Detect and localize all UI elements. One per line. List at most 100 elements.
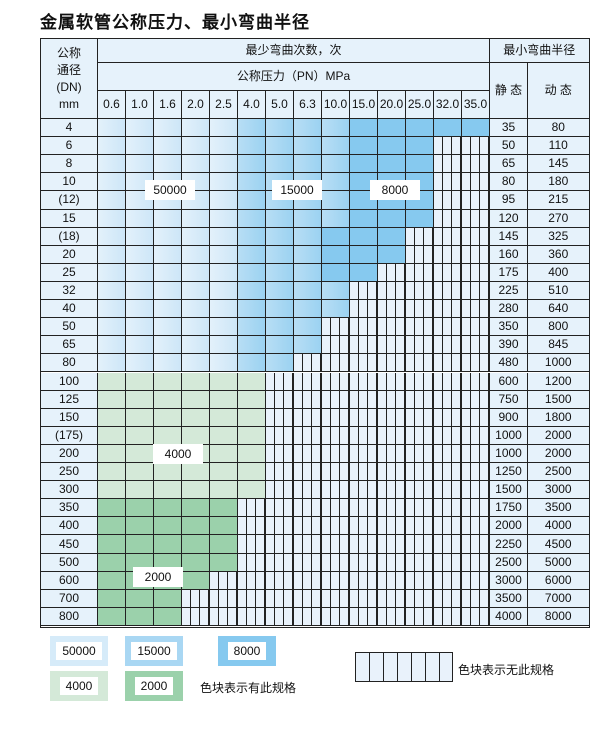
cell-zone-50000	[182, 300, 210, 319]
dn-cell: 125	[41, 390, 98, 409]
cell-no-spec	[238, 499, 266, 518]
cell-no-spec	[378, 553, 406, 572]
dynamic-radius-cell: 325	[528, 227, 590, 246]
cell-zone-15000	[266, 137, 294, 156]
cell-no-spec	[266, 444, 294, 464]
cell-zone-50000	[154, 155, 182, 174]
cell-no-spec	[462, 155, 490, 174]
cell-zone-50000	[98, 336, 126, 355]
static-radius-cell: 390	[490, 336, 528, 355]
cell-no-spec	[434, 137, 462, 156]
cell-zone-4000	[182, 426, 210, 445]
cell-no-spec	[350, 390, 378, 409]
cell-zone-8000	[434, 119, 462, 138]
cell-no-spec	[238, 571, 266, 590]
cell-no-spec	[322, 318, 350, 337]
cell-no-spec	[378, 589, 406, 608]
dynamic-radius-cell: 5000	[528, 553, 590, 572]
cell-zone-50000	[182, 354, 210, 373]
page-title: 金属软管公称压力、最小弯曲半径	[40, 13, 310, 33]
cell-zone-50000	[98, 155, 126, 174]
pressure-col-header: 25.0	[406, 91, 434, 119]
cell-no-spec	[350, 444, 378, 464]
cell-zone-50000	[182, 245, 210, 264]
legend-8000: 8000	[218, 636, 276, 666]
cell-zone-4000	[126, 426, 154, 445]
cell-no-spec	[462, 589, 490, 608]
cell-zone-2000	[182, 571, 210, 590]
static-radius-cell: 2000	[490, 517, 528, 536]
cell-zone-15000	[238, 354, 266, 373]
cell-no-spec	[434, 553, 462, 572]
cell-zone-8000	[378, 245, 406, 264]
dn-cell: 6	[41, 137, 98, 156]
cell-zone-50000	[154, 263, 182, 282]
cell-no-spec	[462, 481, 490, 500]
cell-zone-50000	[126, 155, 154, 174]
cell-zone-2000	[210, 499, 238, 518]
cell-no-spec	[406, 300, 434, 319]
cell-no-spec	[350, 463, 378, 482]
cell-no-spec	[462, 571, 490, 590]
cell-zone-15000	[266, 227, 294, 246]
cell-zone-15000	[238, 209, 266, 228]
cell-no-spec	[462, 191, 490, 210]
cell-no-spec	[434, 155, 462, 174]
cell-no-spec	[406, 607, 434, 626]
cell-no-spec	[462, 245, 490, 264]
pressure-header: 公称压力（PN）MPa	[98, 63, 490, 91]
cell-no-spec	[406, 354, 434, 373]
cell-no-spec	[266, 463, 294, 482]
cell-no-spec	[434, 571, 462, 590]
cell-no-spec	[406, 390, 434, 409]
cell-zone-4000	[210, 444, 238, 464]
cell-zone-15000	[294, 119, 322, 138]
cell-zone-50000	[182, 209, 210, 228]
cell-no-spec	[350, 499, 378, 518]
cell-zone-50000	[210, 300, 238, 319]
cell-zone-2000	[210, 517, 238, 536]
cell-zone-50000	[98, 263, 126, 282]
cell-no-spec	[322, 481, 350, 500]
cell-no-spec	[406, 463, 434, 482]
cell-no-spec	[350, 589, 378, 608]
cell-no-spec	[406, 336, 434, 355]
cell-zone-8000	[350, 209, 378, 228]
cell-no-spec	[406, 426, 434, 445]
pressure-col-header: 5.0	[266, 91, 294, 119]
cell-no-spec	[378, 535, 406, 554]
cell-no-spec	[350, 426, 378, 445]
cell-zone-15000	[322, 173, 350, 192]
cell-zone-8000	[406, 119, 434, 138]
cell-zone-4000	[98, 372, 126, 391]
cell-zone-4000	[210, 481, 238, 500]
cell-zone-50000	[154, 227, 182, 246]
cell-no-spec	[462, 553, 490, 572]
static-radius-cell: 1000	[490, 444, 528, 464]
static-radius-cell: 1500	[490, 481, 528, 500]
dynamic-radius-cell: 6000	[528, 571, 590, 590]
cell-zone-2000	[182, 535, 210, 554]
dynamic-radius-cell: 3000	[528, 481, 590, 500]
cell-zone-50000	[98, 245, 126, 264]
cell-zone-50000	[154, 318, 182, 337]
static-radius-cell: 50	[490, 137, 528, 156]
cell-zone-8000	[322, 245, 350, 264]
legend-2000: 2000	[125, 671, 183, 701]
cell-zone-50000	[182, 137, 210, 156]
cell-no-spec	[294, 408, 322, 427]
dynamic-radius-cell: 510	[528, 281, 590, 301]
legend-50000: 50000	[50, 636, 108, 666]
legend-has-spec: 色块表示有此规格	[200, 681, 297, 695]
cell-no-spec	[294, 463, 322, 482]
dynamic-radius-cell: 2500	[528, 463, 590, 482]
cell-zone-50000	[98, 137, 126, 156]
cell-no-spec	[462, 209, 490, 228]
cell-no-spec	[350, 408, 378, 427]
cell-no-spec	[350, 535, 378, 554]
cell-zone-2000	[98, 553, 126, 572]
cell-zone-15000	[266, 336, 294, 355]
cell-no-spec	[406, 553, 434, 572]
cell-zone-50000	[126, 209, 154, 228]
cell-no-spec	[406, 535, 434, 554]
